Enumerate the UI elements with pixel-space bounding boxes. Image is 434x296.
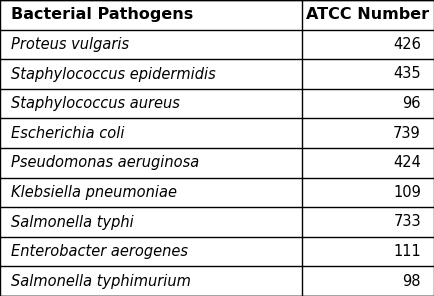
Text: Staphylococcus epidermidis: Staphylococcus epidermidis	[11, 67, 216, 81]
Text: 96: 96	[402, 96, 421, 111]
Text: Salmonella typhi: Salmonella typhi	[11, 215, 134, 229]
Text: Proteus vulgaris: Proteus vulgaris	[11, 37, 129, 52]
Text: 426: 426	[393, 37, 421, 52]
Text: Staphylococcus aureus: Staphylococcus aureus	[11, 96, 180, 111]
Text: 739: 739	[393, 126, 421, 141]
Text: 111: 111	[393, 244, 421, 259]
Text: 98: 98	[402, 274, 421, 289]
Text: Klebsiella pneumoniae: Klebsiella pneumoniae	[11, 185, 177, 200]
Text: Escherichia coli: Escherichia coli	[11, 126, 125, 141]
Text: 424: 424	[393, 155, 421, 170]
Text: 109: 109	[393, 185, 421, 200]
Text: Pseudomonas aeruginosa: Pseudomonas aeruginosa	[11, 155, 199, 170]
Text: ATCC Number: ATCC Number	[306, 7, 429, 22]
Text: Bacterial Pathogens: Bacterial Pathogens	[11, 7, 193, 22]
Text: 733: 733	[393, 215, 421, 229]
Text: Enterobacter aerogenes: Enterobacter aerogenes	[11, 244, 188, 259]
Text: 435: 435	[393, 67, 421, 81]
Text: Salmonella typhimurium: Salmonella typhimurium	[11, 274, 191, 289]
